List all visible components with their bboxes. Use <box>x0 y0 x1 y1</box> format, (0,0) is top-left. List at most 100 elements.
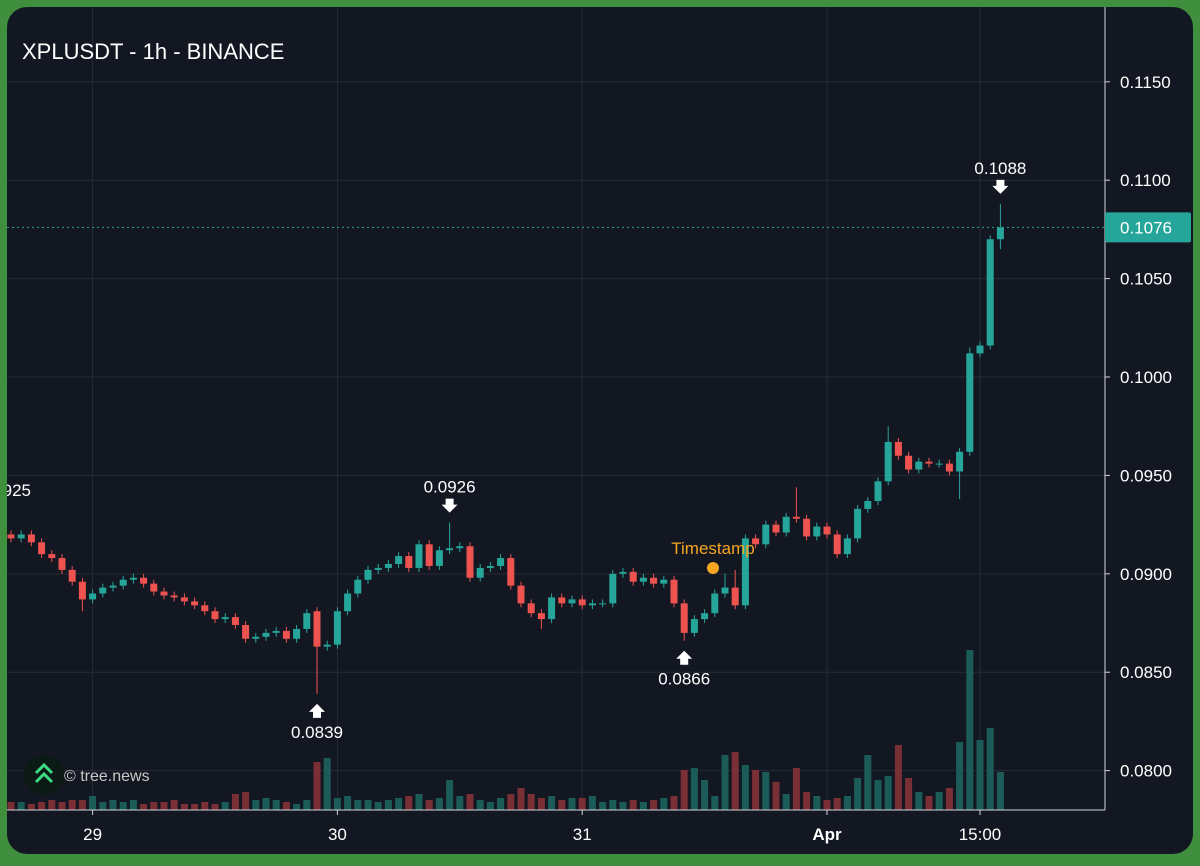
left-annotation: 0.0925 <box>7 481 31 500</box>
candle-body <box>527 603 535 614</box>
candle-body <box>517 585 525 604</box>
volume-bar <box>323 758 331 810</box>
y-tick-label: 0.1100 <box>1120 171 1171 190</box>
volume-bar <box>48 800 56 810</box>
x-tick-label: 31 <box>573 825 592 844</box>
candle-body <box>303 613 311 629</box>
volume-bar <box>833 798 841 810</box>
volume-bar <box>609 800 617 810</box>
candle-body <box>476 567 484 578</box>
candle-body <box>762 524 770 545</box>
chart-background <box>7 7 1193 854</box>
candle-body <box>435 550 443 566</box>
candle-body <box>915 461 923 470</box>
volume-bar <box>578 798 586 810</box>
volume-bar <box>221 802 229 810</box>
candle-body <box>486 565 494 568</box>
volume-bar <box>639 802 647 810</box>
candle-body <box>38 542 46 555</box>
timestamp-label: Timestamp <box>671 539 754 558</box>
candle-body <box>588 603 596 606</box>
volume-bar <box>925 796 933 810</box>
candle-body <box>956 451 964 472</box>
volume-bar <box>619 802 627 810</box>
volume-bar <box>486 802 494 810</box>
volume-bar <box>456 796 464 810</box>
candle-body <box>150 583 158 592</box>
candle-body <box>129 577 137 580</box>
volume-bar <box>599 802 607 810</box>
candle-body <box>599 603 607 605</box>
volume-bar <box>497 798 505 810</box>
volume-bar <box>242 792 250 810</box>
y-tick-label: 0.1150 <box>1120 73 1171 92</box>
x-tick-label: 29 <box>83 825 102 844</box>
candle-body <box>7 534 15 539</box>
volume-bar <box>843 796 851 810</box>
volume-bar <box>650 800 658 810</box>
candle-body <box>568 599 576 604</box>
candle-body <box>823 526 831 535</box>
candle-body <box>833 534 841 555</box>
candle-body <box>323 644 331 647</box>
volume-bar <box>89 796 97 810</box>
volume-bar <box>282 802 290 810</box>
volume-bar <box>823 800 831 810</box>
volume-bar <box>915 792 923 810</box>
timestamp-dot <box>707 562 719 574</box>
candle-body <box>191 601 199 606</box>
volume-bar <box>548 796 556 810</box>
candle-body <box>813 526 821 537</box>
candle-body <box>701 613 709 620</box>
volume-bar <box>782 794 790 810</box>
y-tick-label: 0.0800 <box>1120 762 1172 781</box>
candle-body <box>282 630 290 639</box>
candle-body <box>884 441 892 482</box>
candle-body <box>843 538 851 555</box>
candle-body <box>272 630 280 633</box>
volume-bar <box>711 796 719 810</box>
volume-bar <box>721 755 729 810</box>
last-price-label: 0.1076 <box>1120 218 1172 237</box>
candle-body <box>639 577 647 582</box>
candle-body <box>935 463 943 465</box>
candle-body <box>650 577 658 584</box>
candle-body <box>231 617 239 625</box>
candle-body <box>629 571 637 582</box>
volume-bar <box>435 798 443 810</box>
x-tick-label: 15:00 <box>959 825 1002 844</box>
candle-body <box>680 603 688 633</box>
candle-body <box>537 613 545 620</box>
volume-bar <box>680 770 688 810</box>
candle-body <box>690 619 698 633</box>
candle-body <box>160 591 168 596</box>
candle-body <box>68 569 76 582</box>
volume-bar <box>741 765 749 810</box>
candle-body <box>109 585 117 588</box>
volume-bar <box>731 752 739 810</box>
candle-body <box>803 518 811 537</box>
volume-bar <box>303 800 311 810</box>
volume-bar <box>701 780 709 810</box>
candle-body <box>27 534 35 543</box>
candle-body <box>854 508 862 539</box>
candle-body <box>221 617 229 620</box>
candle-body <box>497 558 505 566</box>
candle-body <box>721 587 729 594</box>
candle-body <box>344 593 352 612</box>
candle-body <box>945 463 953 472</box>
candle-body <box>89 593 97 600</box>
volume-bar <box>762 772 770 810</box>
candle-body <box>354 579 362 594</box>
annotation-label: 0.1088 <box>974 159 1026 178</box>
annotation-arrow <box>441 498 458 513</box>
volume-bar <box>894 745 902 810</box>
candle-body <box>578 599 586 606</box>
volume-bar <box>374 802 382 810</box>
volume-bar <box>58 802 66 810</box>
candle-body <box>456 546 464 549</box>
annotation-arrow <box>992 179 1009 194</box>
volume-bar <box>293 804 301 810</box>
candle-body <box>670 579 678 604</box>
